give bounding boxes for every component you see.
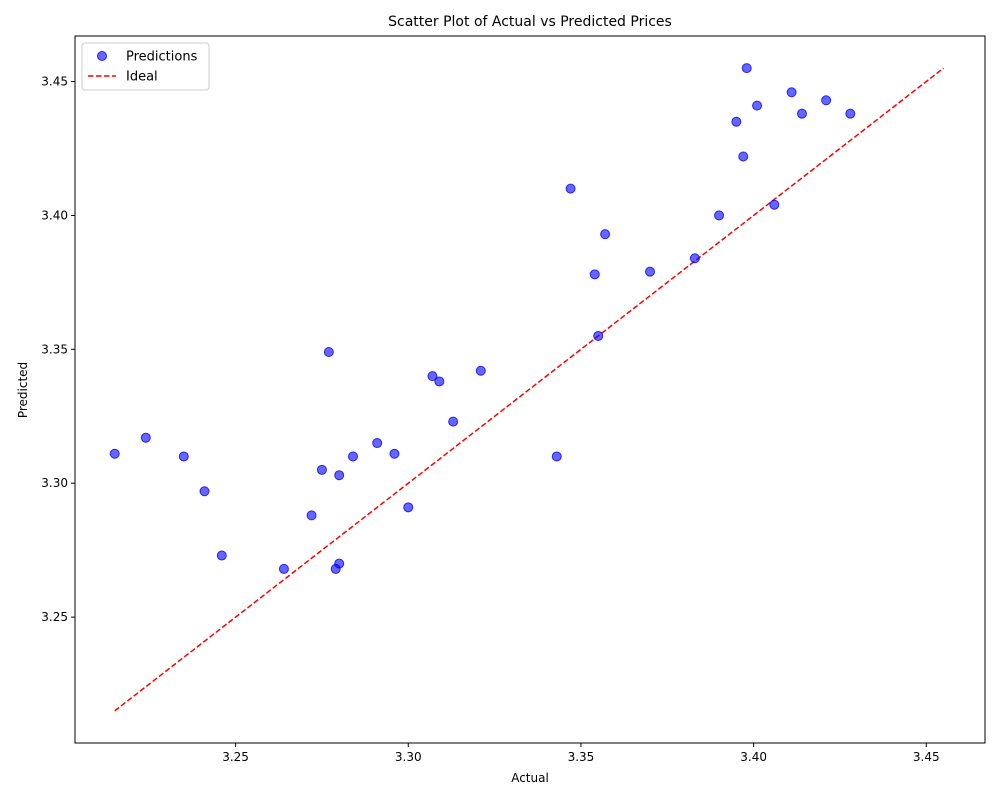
data-point: [769, 199, 780, 210]
legend-box: [81, 42, 210, 91]
data-point: [403, 502, 414, 513]
data-point: [752, 100, 763, 111]
legend-predictions-label: Predictions: [126, 50, 198, 65]
data-point: [741, 63, 752, 74]
ideal-line: [114, 67, 945, 712]
chart-title: Scatter Plot of Actual vs Predicted Pric…: [388, 14, 672, 30]
data-point: [551, 451, 562, 462]
data-point: [714, 210, 725, 221]
data-point: [316, 464, 327, 475]
data-point: [334, 470, 345, 481]
data-point: [796, 108, 807, 119]
data-point: [323, 347, 334, 358]
data-point: [448, 416, 459, 427]
data-point: [372, 438, 383, 449]
data-point: [199, 486, 210, 497]
data-point: [689, 253, 700, 264]
y-axis: 3.25 3.30 3.35 3.40 3.45: [41, 75, 75, 624]
x-tick-label: 3.40: [740, 750, 767, 764]
data-point: [178, 451, 189, 462]
data-point: [845, 108, 856, 119]
data-point: [427, 371, 438, 382]
x-tick-label: 3.45: [913, 750, 940, 764]
data-point: [334, 558, 345, 569]
data-point: [786, 87, 797, 98]
data-point: [821, 95, 832, 106]
y-axis-title: Predicted: [16, 362, 30, 418]
data-point: [278, 563, 289, 574]
data-point: [109, 448, 120, 459]
data-point: [140, 432, 151, 443]
y-tick-label: 3.30: [41, 476, 68, 490]
data-point: [593, 330, 604, 341]
y-tick-label: 3.35: [41, 342, 68, 356]
legend-predictions-marker: [97, 51, 107, 61]
data-point: [565, 183, 576, 194]
legend: Predictions Ideal: [81, 42, 210, 91]
data-point: [475, 365, 486, 376]
y-tick-label: 3.25: [41, 610, 68, 624]
x-tick-label: 3.30: [395, 750, 422, 764]
data-point: [216, 550, 227, 561]
data-point: [645, 266, 656, 277]
data-point: [600, 229, 611, 240]
x-tick-label: 3.35: [568, 750, 595, 764]
data-point: [348, 451, 359, 462]
plot-frame: [74, 35, 986, 744]
y-tick-label: 3.40: [41, 208, 68, 222]
x-tick-label: 3.25: [222, 750, 249, 764]
data-point: [434, 376, 445, 387]
data-point: [306, 510, 317, 521]
data-point: [731, 116, 742, 127]
data-point: [589, 269, 600, 280]
y-tick-label: 3.45: [41, 75, 68, 89]
x-axis: 3.25 3.30 3.35 3.40 3.45: [222, 743, 940, 764]
data-point: [738, 151, 749, 162]
x-axis-title: Actual: [511, 771, 549, 785]
plot-area: [109, 63, 945, 712]
legend-ideal-label: Ideal: [126, 70, 158, 85]
data-point: [389, 448, 400, 459]
